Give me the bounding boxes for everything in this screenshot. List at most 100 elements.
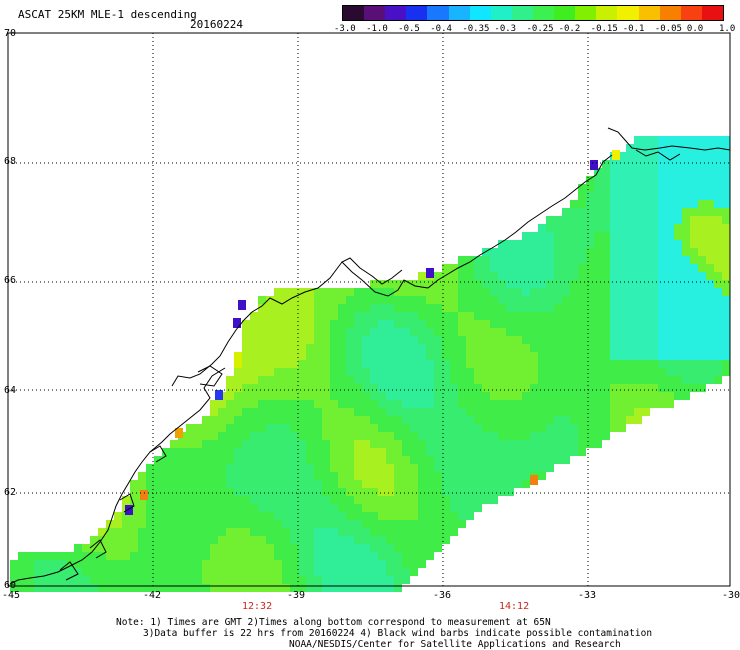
swath-cell [122,536,130,544]
swath-cell [626,216,634,224]
swath-cell [482,264,490,272]
swath-cell [474,368,482,376]
swath-cell [194,576,202,584]
swath-cell [210,584,218,592]
swath-cell [634,400,642,408]
swath-cell [42,576,50,584]
swath-cell [650,392,658,400]
swath-cell [130,480,138,488]
swath-cell [186,584,194,592]
swath-cell [178,560,186,568]
swath-cell [626,392,634,400]
swath-cell [498,288,506,296]
swath-cell [418,448,426,456]
swath-cell [682,336,690,344]
swath-cell [498,336,506,344]
swath-cell [602,328,610,336]
swath-cell [34,552,42,560]
swath-cell [482,280,490,288]
swath-cell [578,344,586,352]
swath-cell [658,232,666,240]
swath-cell [514,400,522,408]
swath-cell [258,320,266,328]
swath-cell [74,568,82,576]
swath-cell [330,400,338,408]
swath-cell [562,440,570,448]
swath-cell [586,280,594,288]
swath-cell [410,464,418,472]
swath-cell [466,472,474,480]
swath-cell [258,560,266,568]
swath-cell [234,368,242,376]
swath-cell [562,352,570,360]
swath-cell [410,392,418,400]
swath-cell [482,488,490,496]
swath-cell [234,440,242,448]
swath-cell [562,320,570,328]
swath-cell [530,320,538,328]
swath-cell [610,264,618,272]
swath-cell [586,392,594,400]
swath-cell [402,432,410,440]
swath-cell [378,520,386,528]
swath-cell [538,248,546,256]
swath-cell [602,400,610,408]
swath-cell [466,288,474,296]
swath-cell [338,440,346,448]
swath-cell [194,488,202,496]
swath-cell [674,184,682,192]
swath-cell [698,352,706,360]
swath-cell [490,264,498,272]
swath-cell [626,288,634,296]
swath-cell [354,368,362,376]
swath-cell [274,528,282,536]
swath-cell [282,360,290,368]
swath-cell [50,576,58,584]
swath-cell [322,416,330,424]
swath-cell [298,480,306,488]
swath-cell [202,520,210,528]
swath-cell [298,336,306,344]
swath-cell [202,512,210,520]
swath-cell [394,440,402,448]
swath-cell [418,536,426,544]
swath-cell [578,424,586,432]
swath-cell [202,472,210,480]
swath-cell [330,432,338,440]
edge-cell [140,490,148,500]
swath-cell [362,488,370,496]
swath-cell [594,288,602,296]
swath-cell [10,576,18,584]
swath-cell [114,512,122,520]
swath-cell [634,336,642,344]
swath-cell [458,424,466,432]
swath-cell [466,488,474,496]
swath-cell [650,320,658,328]
swath-cell [330,336,338,344]
swath-cell [378,304,386,312]
swath-cell [722,160,730,168]
swath-cell [330,456,338,464]
swath-cell [594,208,602,216]
swath-cell [626,200,634,208]
swath-cell [394,488,402,496]
swath-cell [362,352,370,360]
swath-cell [458,320,466,328]
swath-cell [594,424,602,432]
swath-cell [706,240,714,248]
swath-cell [314,512,322,520]
swath-cell [602,296,610,304]
swath-cell [362,448,370,456]
swath-cell [290,368,298,376]
swath-cell [618,424,626,432]
swath-cell [282,568,290,576]
swath-cell [586,432,594,440]
swath-cell [642,240,650,248]
swath-cell [442,288,450,296]
swath-cell [498,352,506,360]
swath-cell [290,296,298,304]
swath-cell [562,264,570,272]
swath-cell [578,192,586,200]
swath-cell [394,328,402,336]
swath-cell [290,304,298,312]
